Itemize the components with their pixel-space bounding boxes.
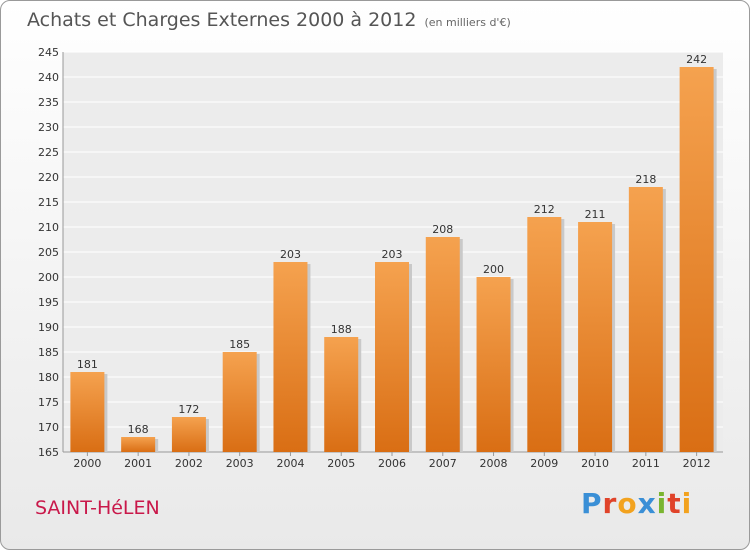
- bar: [425, 237, 460, 452]
- brand-logo: Proxiti: [581, 487, 692, 520]
- bar-value-label: 172: [178, 403, 199, 416]
- y-tick-label: 175: [38, 396, 59, 409]
- x-tick-label: 2006: [378, 457, 406, 470]
- bar: [476, 277, 511, 452]
- x-tick-label: 2011: [632, 457, 660, 470]
- y-tick-label: 230: [38, 121, 59, 134]
- brand-letter: i: [656, 487, 668, 520]
- bar-value-label: 181: [77, 358, 98, 371]
- bar: [375, 262, 409, 452]
- y-tick-label: 165: [38, 446, 59, 459]
- bar-value-label: 203: [382, 248, 403, 261]
- y-tick-label: 210: [38, 221, 59, 234]
- x-tick-label: 2001: [124, 457, 152, 470]
- x-tick-label: 2010: [581, 457, 609, 470]
- x-tick-label: 2005: [327, 457, 355, 470]
- brand-letter: r: [602, 487, 618, 520]
- brand-letter: P: [581, 487, 603, 520]
- x-tick-label: 2002: [175, 457, 203, 470]
- bar: [171, 417, 206, 452]
- y-tick-label: 180: [38, 371, 59, 384]
- city-name: SAINT-HéLEN: [35, 497, 160, 519]
- y-tick-label: 200: [38, 271, 59, 284]
- bar: [70, 372, 105, 452]
- y-tick-label: 185: [38, 346, 59, 359]
- bar-value-label: 188: [331, 323, 352, 336]
- y-tick-label: 195: [38, 296, 59, 309]
- brand-letter: t: [667, 487, 682, 520]
- bar: [273, 262, 308, 452]
- bar: [679, 67, 714, 452]
- bar-value-label: 185: [229, 338, 250, 351]
- x-tick-label: 2004: [276, 457, 304, 470]
- bar-value-label: 168: [128, 423, 149, 436]
- y-tick-label: 240: [38, 71, 59, 84]
- y-tick-label: 245: [38, 46, 59, 59]
- y-tick-label: 170: [38, 421, 59, 434]
- chart-title-group: Achats et Charges Externes 2000 à 2012 (e…: [27, 9, 511, 31]
- x-tick-label: 2009: [530, 457, 558, 470]
- x-tick-label: 2012: [683, 457, 711, 470]
- chart-title: Achats et Charges Externes 2000 à 2012: [27, 9, 417, 31]
- brand-letter: x: [637, 487, 657, 520]
- bar-value-label: 208: [432, 223, 453, 236]
- bar: [121, 437, 156, 452]
- x-tick-label: 2007: [429, 457, 457, 470]
- bar-value-label: 211: [585, 208, 606, 221]
- y-tick-label: 190: [38, 321, 59, 334]
- bar-value-label: 200: [483, 263, 504, 276]
- chart-subtitle: (en milliers d'€): [424, 16, 511, 29]
- y-tick-label: 225: [38, 146, 59, 159]
- y-tick-label: 215: [38, 196, 59, 209]
- x-tick-label: 2000: [73, 457, 101, 470]
- brand-letter: o: [617, 487, 638, 520]
- bar: [222, 352, 257, 452]
- bar: [527, 217, 562, 452]
- bar-value-label: 203: [280, 248, 301, 261]
- x-tick-label: 2003: [226, 457, 254, 470]
- x-tick-label: 2008: [480, 457, 508, 470]
- y-tick-label: 235: [38, 96, 59, 109]
- y-tick-label: 220: [38, 171, 59, 184]
- bar: [578, 222, 613, 452]
- bar-value-label: 242: [686, 53, 707, 66]
- bar: [324, 337, 359, 452]
- brand-letter: i: [681, 487, 693, 520]
- bar: [628, 187, 663, 452]
- bar-value-label: 212: [534, 203, 555, 216]
- y-tick-label: 205: [38, 246, 59, 259]
- bar-value-label: 218: [635, 173, 656, 186]
